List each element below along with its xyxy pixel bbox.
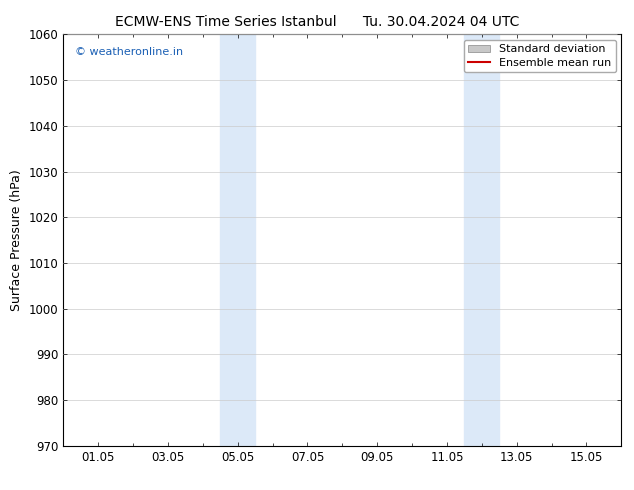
Y-axis label: Surface Pressure (hPa): Surface Pressure (hPa): [10, 169, 23, 311]
Text: ECMW-ENS Time Series Istanbul      Tu. 30.04.2024 04 UTC: ECMW-ENS Time Series Istanbul Tu. 30.04.…: [115, 15, 519, 29]
Bar: [221, 34, 255, 446]
Text: © weatheronline.in: © weatheronline.in: [75, 47, 183, 57]
Bar: [464, 34, 500, 446]
Legend: Standard deviation, Ensemble mean run: Standard deviation, Ensemble mean run: [463, 40, 616, 72]
